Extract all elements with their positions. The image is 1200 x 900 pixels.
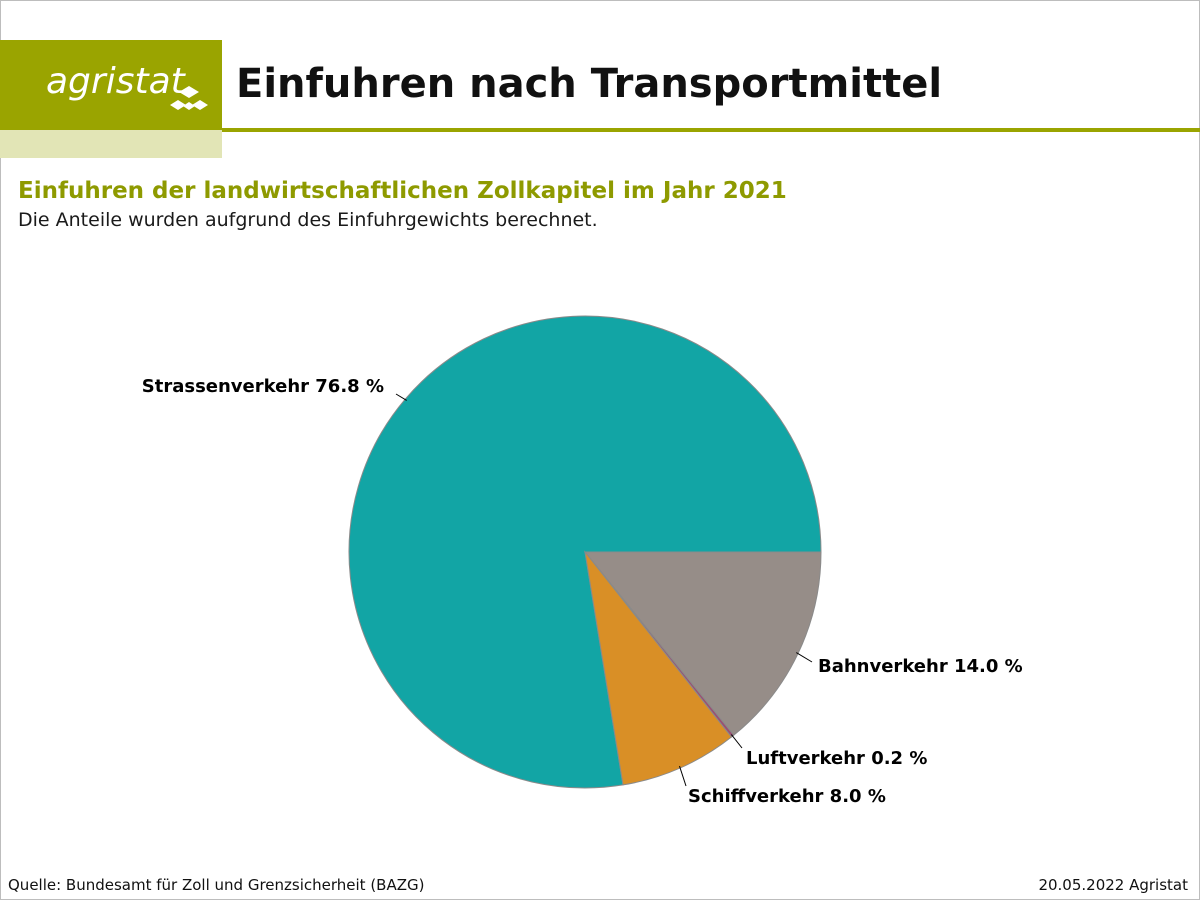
source-note: Quelle: Bundesamt für Zoll und Grenzsich…: [8, 876, 425, 894]
date-author: 20.05.2022 Agristat: [1038, 876, 1188, 894]
chart-subtitle: Einfuhren der landwirtschaftlichen Zollk…: [18, 178, 787, 204]
leader-line-strassenverkehr: [395, 393, 407, 401]
slice-label-strassenverkehr: Strassenverkehr 76.8 %: [142, 376, 384, 397]
logo-diamonds-icon: [170, 86, 208, 110]
slice-label-schiffverkehr: Schiffverkehr 8.0 %: [688, 786, 886, 807]
logo-underbar: [0, 130, 222, 158]
leader-line-luftverkehr: [731, 734, 743, 749]
page-title: Einfuhren nach Transportmittel: [236, 61, 943, 107]
logo-wordmark: agristat: [46, 61, 185, 102]
chart-note: Die Anteile wurden aufgrund des Einfuhrg…: [18, 209, 598, 231]
logo-panel: [0, 40, 222, 130]
leader-line-bahnverkehr: [796, 652, 813, 663]
title-underline: [222, 128, 1200, 132]
leader-line-schiffverkehr: [679, 765, 687, 787]
slice-label-luftverkehr: Luftverkehr 0.2 %: [746, 748, 927, 769]
slice-label-bahnverkehr: Bahnverkehr 14.0 %: [818, 656, 1023, 677]
